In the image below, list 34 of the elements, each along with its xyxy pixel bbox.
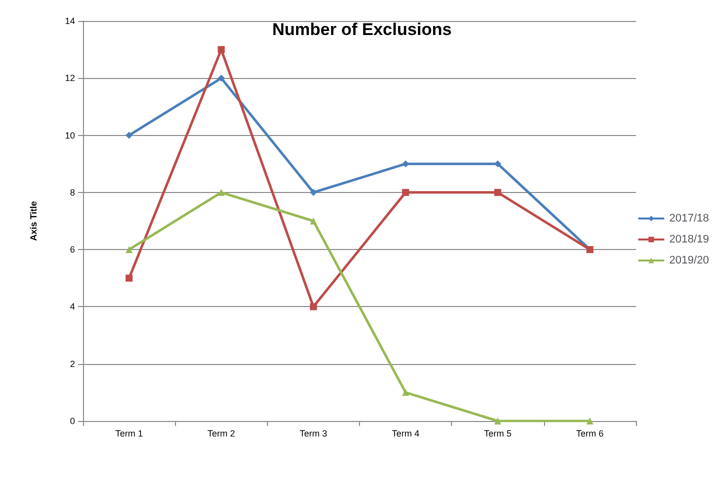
point — [402, 188, 410, 196]
x-tick-label: Term 1 — [115, 428, 143, 438]
x-tick-label: Term 4 — [392, 428, 420, 438]
y-tick-label: 8 — [70, 187, 75, 198]
point — [310, 218, 317, 224]
point — [402, 388, 410, 396]
point — [310, 303, 317, 310]
x-tick-label: Term 6 — [576, 428, 604, 438]
y-tick-label: 14 — [64, 16, 75, 26]
point — [126, 274, 133, 282]
legend-label: 2018/19 — [669, 234, 710, 246]
point — [494, 160, 502, 168]
legend-label: 2017/18 — [669, 212, 710, 224]
point — [494, 188, 502, 196]
y-tick-label: 0 — [70, 416, 75, 426]
point — [218, 74, 225, 82]
y-tick-label: 2 — [70, 358, 75, 369]
y-tick-label: 6 — [70, 244, 75, 255]
point — [218, 188, 225, 196]
point — [218, 46, 225, 54]
x-tick-label: Term 2 — [207, 428, 236, 438]
chart-title: Number of Exclusions — [272, 20, 452, 39]
legend-label: 2019/20 — [669, 254, 710, 266]
point — [126, 246, 133, 254]
y-axis-title: Axis Title — [28, 201, 38, 241]
x-tick-label: Term 5 — [484, 428, 512, 438]
point — [310, 188, 317, 196]
y-tick-label: 12 — [64, 73, 75, 84]
point — [586, 418, 594, 424]
x-tick-label: Term 3 — [300, 428, 328, 438]
point — [126, 132, 133, 139]
point — [494, 418, 502, 424]
y-tick-label: 4 — [70, 302, 75, 312]
y-tick-label: 10 — [64, 130, 75, 140]
